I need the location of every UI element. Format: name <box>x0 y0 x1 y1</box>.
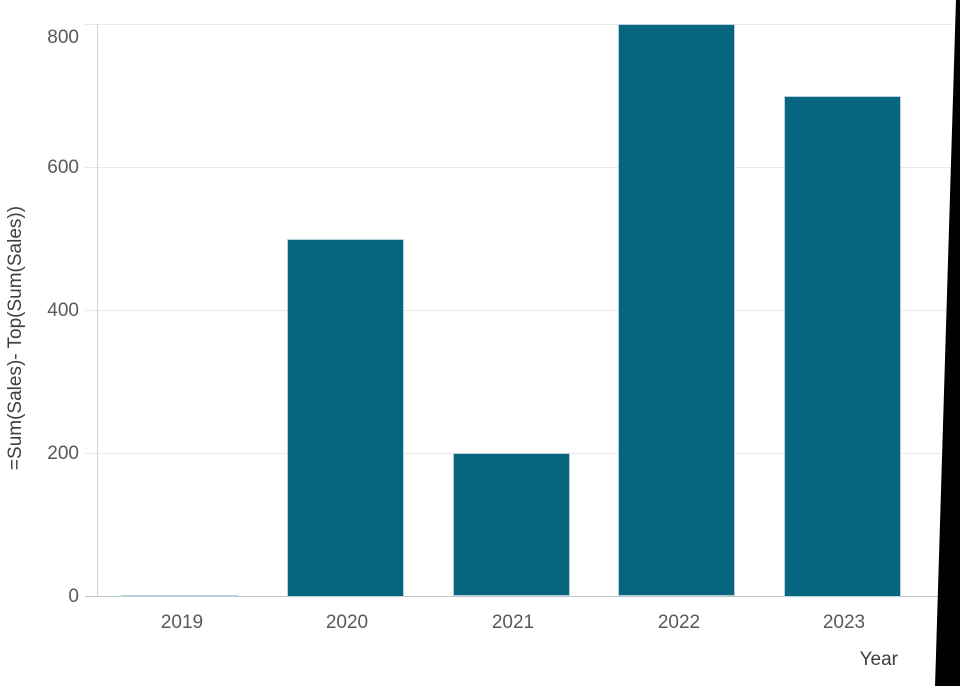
bar-2019[interactable] <box>121 595 238 597</box>
y-tick-label: 200 <box>47 443 79 464</box>
gridline <box>85 167 952 168</box>
gridline <box>85 24 952 25</box>
y-tick-label: 400 <box>47 300 79 321</box>
y-tick-label: 0 <box>68 586 79 607</box>
x-tick-label: 2023 <box>822 612 866 633</box>
y-tick-label: 800 <box>47 27 79 48</box>
x-axis-title: Year <box>859 649 898 670</box>
x-axis-line <box>85 596 952 597</box>
y-tick-label: 600 <box>47 157 79 178</box>
x-tick-label: 2019 <box>160 612 204 633</box>
bar-2022[interactable] <box>618 24 735 596</box>
x-tick-label: 2021 <box>491 612 535 633</box>
bar-2021[interactable] <box>453 453 570 596</box>
y-axis-line <box>97 24 98 596</box>
x-tick-label: 2020 <box>325 612 369 633</box>
bar-2020[interactable] <box>287 239 404 597</box>
gridline <box>85 310 952 311</box>
x-tick-label: 2022 <box>657 612 701 633</box>
y-axis-title: =Sum(Sales)- Top(Sum(Sales)) <box>5 205 26 471</box>
bar-2023[interactable] <box>784 96 901 597</box>
